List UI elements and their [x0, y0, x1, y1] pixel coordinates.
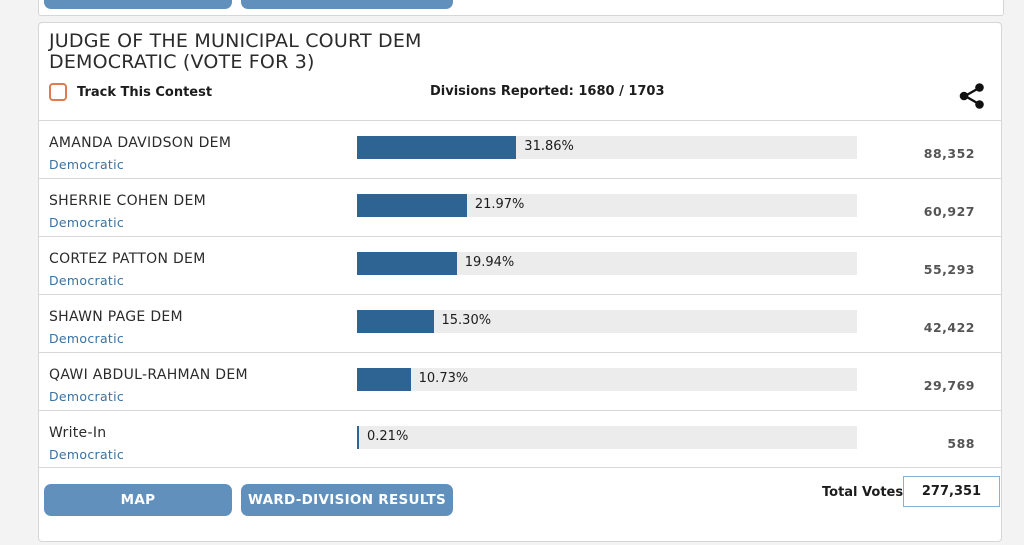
previous-map-button[interactable]	[44, 0, 232, 9]
candidate-party: Democratic	[49, 389, 125, 404]
candidate-row: SHAWN PAGE DEM Democratic 15.30% 42,422	[39, 294, 1001, 352]
contest-title: JUDGE OF THE MUNICIPAL COURT DEM DEMOCRA…	[49, 31, 422, 73]
contest-card: JUDGE OF THE MUNICIPAL COURT DEM DEMOCRA…	[38, 22, 1002, 542]
vote-percent: 21.97%	[474, 197, 525, 212]
candidate-row: AMANDA DAVIDSON DEM Democratic 31.86% 88…	[39, 120, 1001, 178]
track-contest-toggle[interactable]: Track This Contest	[49, 83, 212, 101]
total-votes-value: 277,351	[903, 476, 1000, 507]
vote-percent: 15.30%	[441, 313, 492, 328]
candidate-row: QAWI ABDUL-RAHMAN DEM Democratic 10.73% …	[39, 352, 1001, 410]
candidate-party: Democratic	[49, 273, 125, 288]
vote-bar-track: 15.30%	[357, 310, 857, 333]
candidate-row: Write-In Democratic 0.21% 588	[39, 410, 1001, 468]
vote-percent: 19.94%	[464, 255, 515, 270]
candidate-row: CORTEZ PATTON DEM Democratic 19.94% 55,2…	[39, 236, 1001, 294]
previous-ward-division-button[interactable]	[241, 0, 453, 9]
vote-bar-track: 21.97%	[357, 194, 857, 217]
contest-title-line2: DEMOCRATIC (VOTE FOR 3)	[49, 51, 315, 73]
vote-count: 55,293	[923, 262, 975, 277]
vote-bar-fill	[357, 136, 517, 159]
candidate-name: SHERRIE COHEN DEM	[49, 193, 207, 209]
vote-count: 42,422	[923, 320, 975, 335]
candidate-row: SHERRIE COHEN DEM Democratic 21.97% 60,9…	[39, 178, 1001, 236]
candidate-name: QAWI ABDUL-RAHMAN DEM	[49, 367, 248, 383]
candidate-party: Democratic	[49, 157, 125, 172]
vote-bar-track: 10.73%	[357, 368, 857, 391]
vote-percent: 10.73%	[418, 371, 469, 386]
vote-percent: 0.21%	[367, 429, 409, 444]
vote-bar-fill	[357, 194, 467, 217]
vote-percent: 31.86%	[524, 139, 574, 154]
map-button[interactable]: MAP	[44, 484, 232, 516]
track-contest-checkbox[interactable]	[49, 83, 67, 101]
candidate-name: CORTEZ PATTON DEM	[49, 251, 206, 267]
vote-bar-fill	[357, 252, 457, 275]
vote-bar-fill	[357, 426, 359, 449]
candidate-party: Democratic	[49, 447, 125, 462]
candidate-list: AMANDA DAVIDSON DEM Democratic 31.86% 88…	[39, 120, 1001, 468]
vote-count: 88,352	[923, 146, 975, 161]
total-votes-label: Total Votes	[822, 485, 904, 500]
candidate-name: SHAWN PAGE DEM	[49, 309, 183, 325]
candidate-name: Write-In	[49, 425, 107, 441]
vote-bar-fill	[357, 368, 411, 391]
vote-count: 29,769	[923, 378, 975, 393]
vote-bar-fill	[357, 310, 434, 333]
vote-bar-track: 31.86%	[357, 136, 857, 159]
divisions-reported: Divisions Reported: 1680 / 1703	[430, 84, 665, 99]
share-icon[interactable]	[957, 81, 987, 111]
vote-count: 60,927	[923, 204, 975, 219]
vote-bar-track: 0.21%	[357, 426, 857, 449]
contest-title-line1: JUDGE OF THE MUNICIPAL COURT DEM	[49, 30, 422, 52]
candidate-name: AMANDA DAVIDSON DEM	[49, 135, 232, 151]
track-contest-label: Track This Contest	[77, 84, 213, 100]
vote-bar-track: 19.94%	[357, 252, 857, 275]
ward-division-results-button[interactable]: WARD-DIVISION RESULTS	[241, 484, 453, 516]
vote-count: 588	[947, 436, 975, 451]
candidate-party: Democratic	[49, 215, 125, 230]
candidate-party: Democratic	[49, 331, 125, 346]
